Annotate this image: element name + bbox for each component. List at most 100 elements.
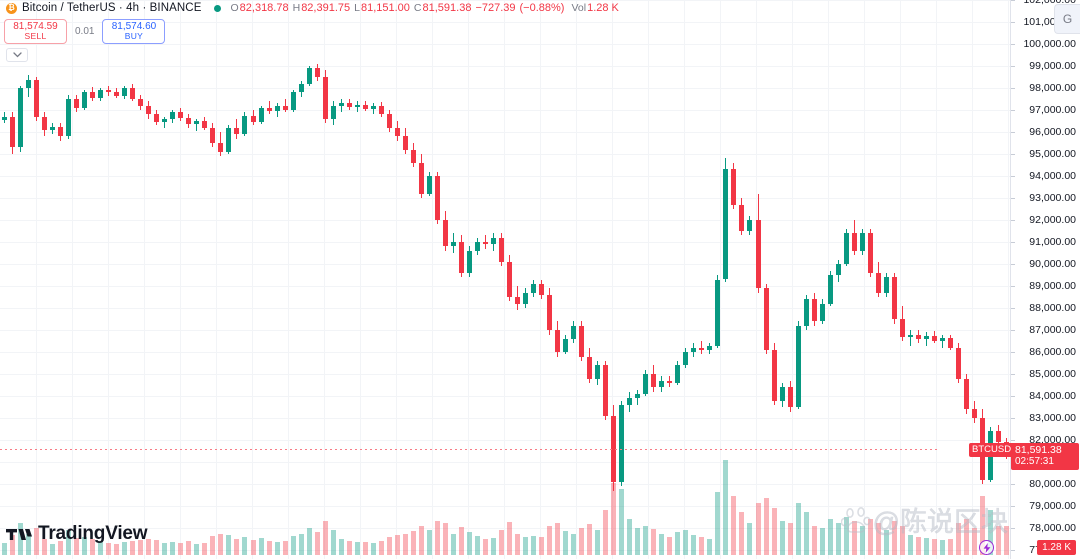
lightning-bolt-icon[interactable] xyxy=(979,540,994,555)
candle-body xyxy=(964,378,969,410)
symbol-title[interactable]: Bitcoin / TetherUS · 4h · BINANCE xyxy=(22,2,202,14)
volume-bar xyxy=(491,538,496,555)
volume-bar xyxy=(667,536,672,555)
volume-bar xyxy=(34,527,39,555)
chart-area[interactable] xyxy=(0,0,1010,559)
volume-bar xyxy=(210,535,215,555)
volume-bar xyxy=(547,525,552,555)
candle-body xyxy=(74,99,79,108)
volume-bar xyxy=(772,507,777,555)
candle-body xyxy=(892,277,897,320)
open-label: O xyxy=(230,2,239,14)
candle-body xyxy=(699,347,704,350)
volume-bar xyxy=(571,533,576,555)
grid-line-vertical xyxy=(540,0,541,559)
candle-body xyxy=(499,237,504,262)
grid-line-vertical xyxy=(288,0,289,559)
volume-bar xyxy=(154,539,159,555)
volume-bar xyxy=(539,537,544,555)
volume-bar xyxy=(395,535,400,555)
chart-header: ₿ Bitcoin / TetherUS · 4h · BINANCE O 82,… xyxy=(6,2,619,14)
price-tick-label: 87,000.00 xyxy=(1029,324,1076,337)
grid-line-horizontal xyxy=(0,506,1010,507)
candlestick-series xyxy=(2,63,1009,491)
volume-bar xyxy=(275,541,280,555)
candle-body xyxy=(747,220,752,232)
candle-body xyxy=(812,299,817,322)
grid-line-vertical xyxy=(72,0,73,559)
candle-body xyxy=(202,121,207,128)
candle-body xyxy=(916,334,921,339)
buy-button[interactable]: 81,574.60 BUY xyxy=(102,19,166,44)
buy-price: 81,574.60 xyxy=(111,20,157,32)
volume-bar xyxy=(50,543,55,555)
volume-bar xyxy=(948,538,953,555)
price-tick-label: 88,000.00 xyxy=(1029,302,1076,315)
price-tick-label: 92,000.00 xyxy=(1029,214,1076,227)
volume-bar xyxy=(515,533,520,555)
volume-bar xyxy=(467,532,472,555)
candle-body xyxy=(627,398,632,405)
volume-bar xyxy=(18,523,23,555)
price-tick-mark xyxy=(1011,396,1015,397)
volume-bar xyxy=(747,523,752,555)
candle-body xyxy=(900,319,905,337)
volume-bar xyxy=(756,502,761,555)
grid-line-vertical xyxy=(252,0,253,559)
buy-sell-panel: 81,574.59 SELL 0.01 81,574.60 BUY xyxy=(4,19,166,44)
grid-line-horizontal xyxy=(0,308,1010,309)
sell-button[interactable]: 81,574.59 SELL xyxy=(4,19,67,44)
price-axis[interactable]: 102,000.00 101,000.00 100,000.00 99,000.00 9… xyxy=(969,0,1080,559)
price-tick-mark xyxy=(1011,110,1015,111)
grid-line-horizontal xyxy=(0,44,1010,45)
candle-wick xyxy=(942,334,943,348)
candle-body xyxy=(467,250,472,273)
open-value: 82,318.78 xyxy=(239,2,289,14)
price-tick-mark xyxy=(1011,242,1015,243)
sell-price: 81,574.59 xyxy=(13,20,58,32)
volume-bar xyxy=(980,496,985,555)
spread-value: 0.01 xyxy=(75,26,95,37)
candle-wick xyxy=(910,330,911,346)
volume-bar xyxy=(90,539,95,555)
grid-line-horizontal xyxy=(0,0,1010,1)
chevron-down-icon[interactable] xyxy=(6,48,28,62)
candle-body xyxy=(707,345,712,350)
google-account-button[interactable]: G xyxy=(1054,4,1080,34)
volume-bar xyxy=(627,518,632,555)
volume-bar xyxy=(10,534,15,555)
volume-bar xyxy=(924,538,929,555)
grid-line-vertical xyxy=(900,0,901,559)
candle-wick xyxy=(926,332,927,346)
volume-bar xyxy=(331,530,336,555)
price-tick-label: 84,000.00 xyxy=(1029,390,1076,403)
volume-bar xyxy=(956,523,961,555)
candle-body xyxy=(563,338,568,353)
candle-body xyxy=(579,325,584,357)
volume-bar xyxy=(563,531,568,555)
grid-line-horizontal xyxy=(0,418,1010,419)
volume-bar xyxy=(908,534,913,555)
candle-body xyxy=(739,204,744,232)
volume-bar xyxy=(900,525,905,555)
high-label: H xyxy=(292,2,301,14)
volume-bar xyxy=(74,538,79,555)
volume-bar xyxy=(579,527,584,555)
volume-bar xyxy=(363,542,368,555)
volume-bar xyxy=(427,530,432,555)
candle-wick xyxy=(357,101,358,113)
candle-body xyxy=(82,92,87,108)
volume-bar xyxy=(876,523,881,555)
price-tick-mark xyxy=(1011,418,1015,419)
volume-bar xyxy=(178,542,183,555)
volume-bar xyxy=(459,526,464,555)
price-tick-label: 83,000.00 xyxy=(1029,412,1076,425)
grid-line-horizontal xyxy=(0,484,1010,485)
candle-body xyxy=(932,335,937,342)
volume-bar xyxy=(940,539,945,555)
grid-line-horizontal xyxy=(0,66,1010,67)
candle-wick xyxy=(373,103,374,115)
candle-wick xyxy=(701,341,702,355)
candle-body xyxy=(411,149,416,163)
candle-body xyxy=(459,242,464,273)
